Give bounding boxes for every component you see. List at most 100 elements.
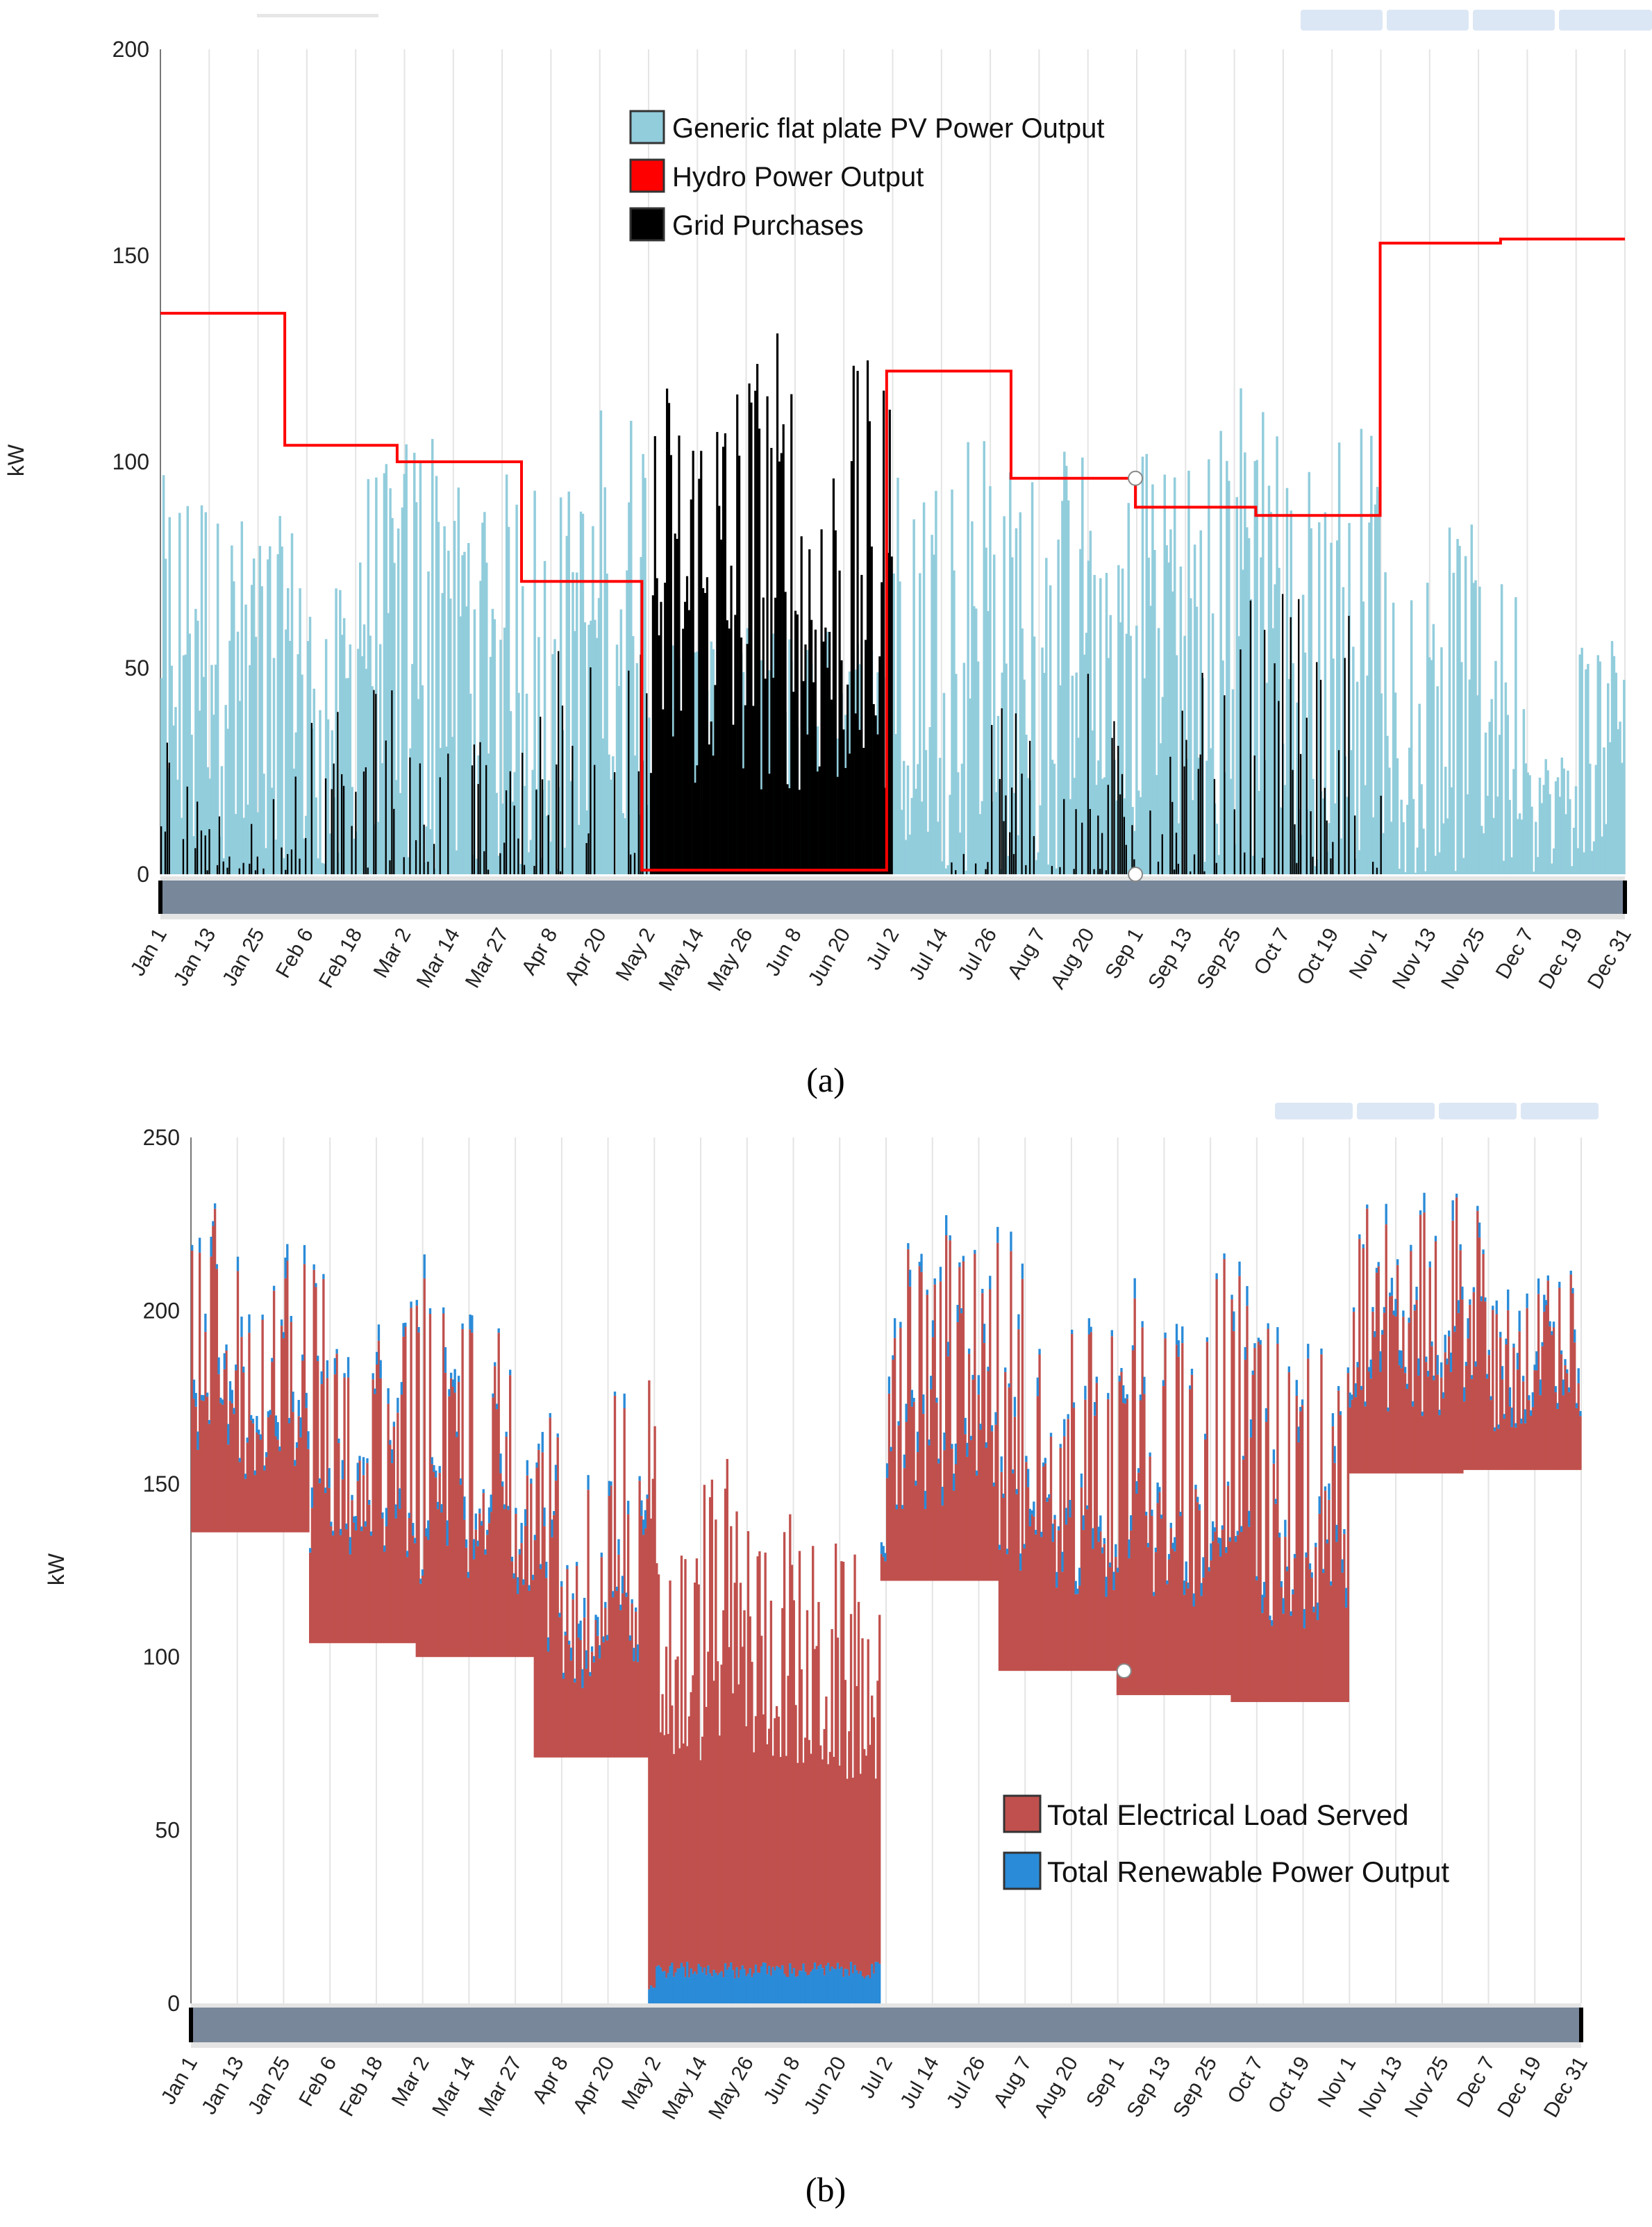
renewable-bar bbox=[519, 1549, 521, 1555]
timeline-scrollbar[interactable] bbox=[189, 2003, 1583, 2048]
renewable-bar bbox=[1115, 1544, 1117, 1557]
renewable-bar bbox=[294, 1460, 296, 1466]
renewable-bar bbox=[1345, 1588, 1347, 1608]
renewable-bar bbox=[1537, 1278, 1540, 1294]
grid-purchase-bar bbox=[487, 869, 489, 874]
grid-purchase-bar bbox=[765, 678, 767, 874]
renewable-bar bbox=[1571, 1288, 1574, 1294]
grid-purchase-bar bbox=[1074, 869, 1075, 874]
pv-bar bbox=[935, 491, 937, 874]
renewable-bar bbox=[194, 1393, 197, 1407]
x-tick-label: Nov 13 bbox=[1388, 924, 1441, 993]
renewable-bar bbox=[448, 1389, 450, 1396]
grid-purchase-bar bbox=[778, 462, 781, 874]
grid-purchase-bar bbox=[674, 533, 676, 874]
renewable-bar bbox=[560, 1581, 562, 1587]
toolbar-button[interactable] bbox=[1357, 1103, 1435, 1119]
renewable-bar bbox=[231, 1390, 233, 1403]
renewable-bar bbox=[1288, 1367, 1290, 1372]
renewable-bar bbox=[1371, 1307, 1374, 1312]
renewable-bar bbox=[1107, 1393, 1109, 1399]
timeline-scrollbar[interactable] bbox=[158, 876, 1627, 919]
renewable-bar bbox=[1549, 1321, 1551, 1326]
renewable-bar bbox=[450, 1373, 452, 1378]
grid-purchase-bar bbox=[228, 856, 230, 874]
scrollbar-handle-right[interactable] bbox=[1579, 2008, 1583, 2042]
toolbar-button[interactable] bbox=[1473, 10, 1555, 31]
grid-purchase-bar bbox=[794, 611, 796, 874]
renewable-bar bbox=[212, 1221, 214, 1226]
renewable-bar bbox=[983, 1324, 985, 1343]
renewable-bar bbox=[345, 1524, 347, 1529]
renewable-bar bbox=[1532, 1392, 1534, 1408]
grid-purchase-bar bbox=[503, 842, 505, 874]
renewable-bar bbox=[1260, 1340, 1262, 1345]
renewable-bar bbox=[437, 1502, 439, 1509]
renewable-bar bbox=[1296, 1380, 1298, 1396]
scrollbar-handle-left[interactable] bbox=[189, 2008, 193, 2042]
renewable-bar bbox=[424, 1254, 426, 1278]
grid-purchase-bar bbox=[883, 391, 885, 874]
scrollbar-handle-left[interactable] bbox=[158, 881, 162, 914]
renewable-bar bbox=[197, 1431, 199, 1449]
grid-purchase-bar bbox=[1119, 794, 1121, 874]
toolbar-button[interactable] bbox=[1439, 1103, 1517, 1119]
renewable-bar bbox=[298, 1400, 300, 1416]
renewable-bar bbox=[646, 1494, 648, 1499]
renewable-bar bbox=[309, 1548, 311, 1553]
scrollbar-handle-right[interactable] bbox=[1623, 881, 1627, 914]
renewable-bar bbox=[1037, 1378, 1039, 1396]
renewable-bar bbox=[1081, 1474, 1083, 1487]
renewable-bar bbox=[1312, 1607, 1315, 1612]
renewable-bar bbox=[419, 1578, 422, 1583]
renewable-bar bbox=[460, 1478, 462, 1485]
renewable-bar bbox=[1160, 1515, 1162, 1519]
grid-purchase-bar bbox=[756, 364, 758, 874]
renewable-bar bbox=[1126, 1394, 1128, 1399]
x-tick-label: Jun 20 bbox=[804, 924, 856, 990]
renewable-bar bbox=[999, 1545, 1001, 1550]
grid-purchase-bar bbox=[732, 725, 734, 874]
toolbar-button[interactable] bbox=[1275, 1103, 1353, 1119]
x-tick-label: Jan 25 bbox=[244, 2053, 295, 2119]
renewable-bar bbox=[1568, 1387, 1570, 1392]
grid-purchase-bar bbox=[817, 771, 819, 874]
legend-swatch-hydro bbox=[631, 160, 664, 192]
toolbar-button[interactable] bbox=[1387, 10, 1469, 31]
toolbar-button[interactable] bbox=[1521, 1103, 1599, 1119]
chart-a-toolbar bbox=[257, 10, 1652, 31]
grid-purchase-bar bbox=[748, 383, 750, 874]
toolbar-button[interactable] bbox=[1559, 10, 1652, 31]
renewable-bar bbox=[1280, 1581, 1283, 1587]
renewable-bar bbox=[1128, 1540, 1130, 1558]
grid-purchase-bar bbox=[736, 394, 738, 874]
renewable-bar bbox=[1060, 1444, 1062, 1448]
renewable-bar bbox=[416, 1300, 418, 1306]
renewable-bar bbox=[1370, 1360, 1372, 1378]
renewable-bar bbox=[1303, 1609, 1305, 1628]
renewable-bar bbox=[1324, 1487, 1326, 1491]
renewable-bar bbox=[1227, 1482, 1229, 1486]
grid-purchase-bar bbox=[692, 451, 694, 874]
renewable-bar bbox=[1229, 1537, 1231, 1542]
renewable-bar bbox=[922, 1394, 924, 1414]
grid-purchase-bar bbox=[650, 773, 652, 874]
renewable-bar bbox=[1096, 1376, 1098, 1383]
pv-bar bbox=[1580, 648, 1583, 874]
pv-bar bbox=[1453, 573, 1455, 874]
renewable-bar bbox=[1474, 1361, 1476, 1367]
renewable-bar bbox=[1414, 1305, 1416, 1310]
renewable-bar bbox=[320, 1371, 322, 1384]
renewable-bar bbox=[1073, 1402, 1075, 1408]
grid-purchase-bar bbox=[792, 692, 794, 874]
grid-purchase-bar bbox=[858, 730, 860, 874]
x-tick-label: May 2 bbox=[612, 924, 660, 985]
grid-purchase-bar bbox=[688, 610, 690, 874]
renewable-bar bbox=[1496, 1301, 1498, 1315]
renewable-bar bbox=[958, 1262, 960, 1267]
renewable-bar bbox=[1233, 1312, 1235, 1331]
renewable-bar bbox=[1250, 1419, 1252, 1437]
grid-purchase-bar bbox=[1025, 865, 1026, 874]
grid-purchase-bar bbox=[684, 602, 686, 874]
toolbar-button[interactable] bbox=[1301, 10, 1383, 31]
